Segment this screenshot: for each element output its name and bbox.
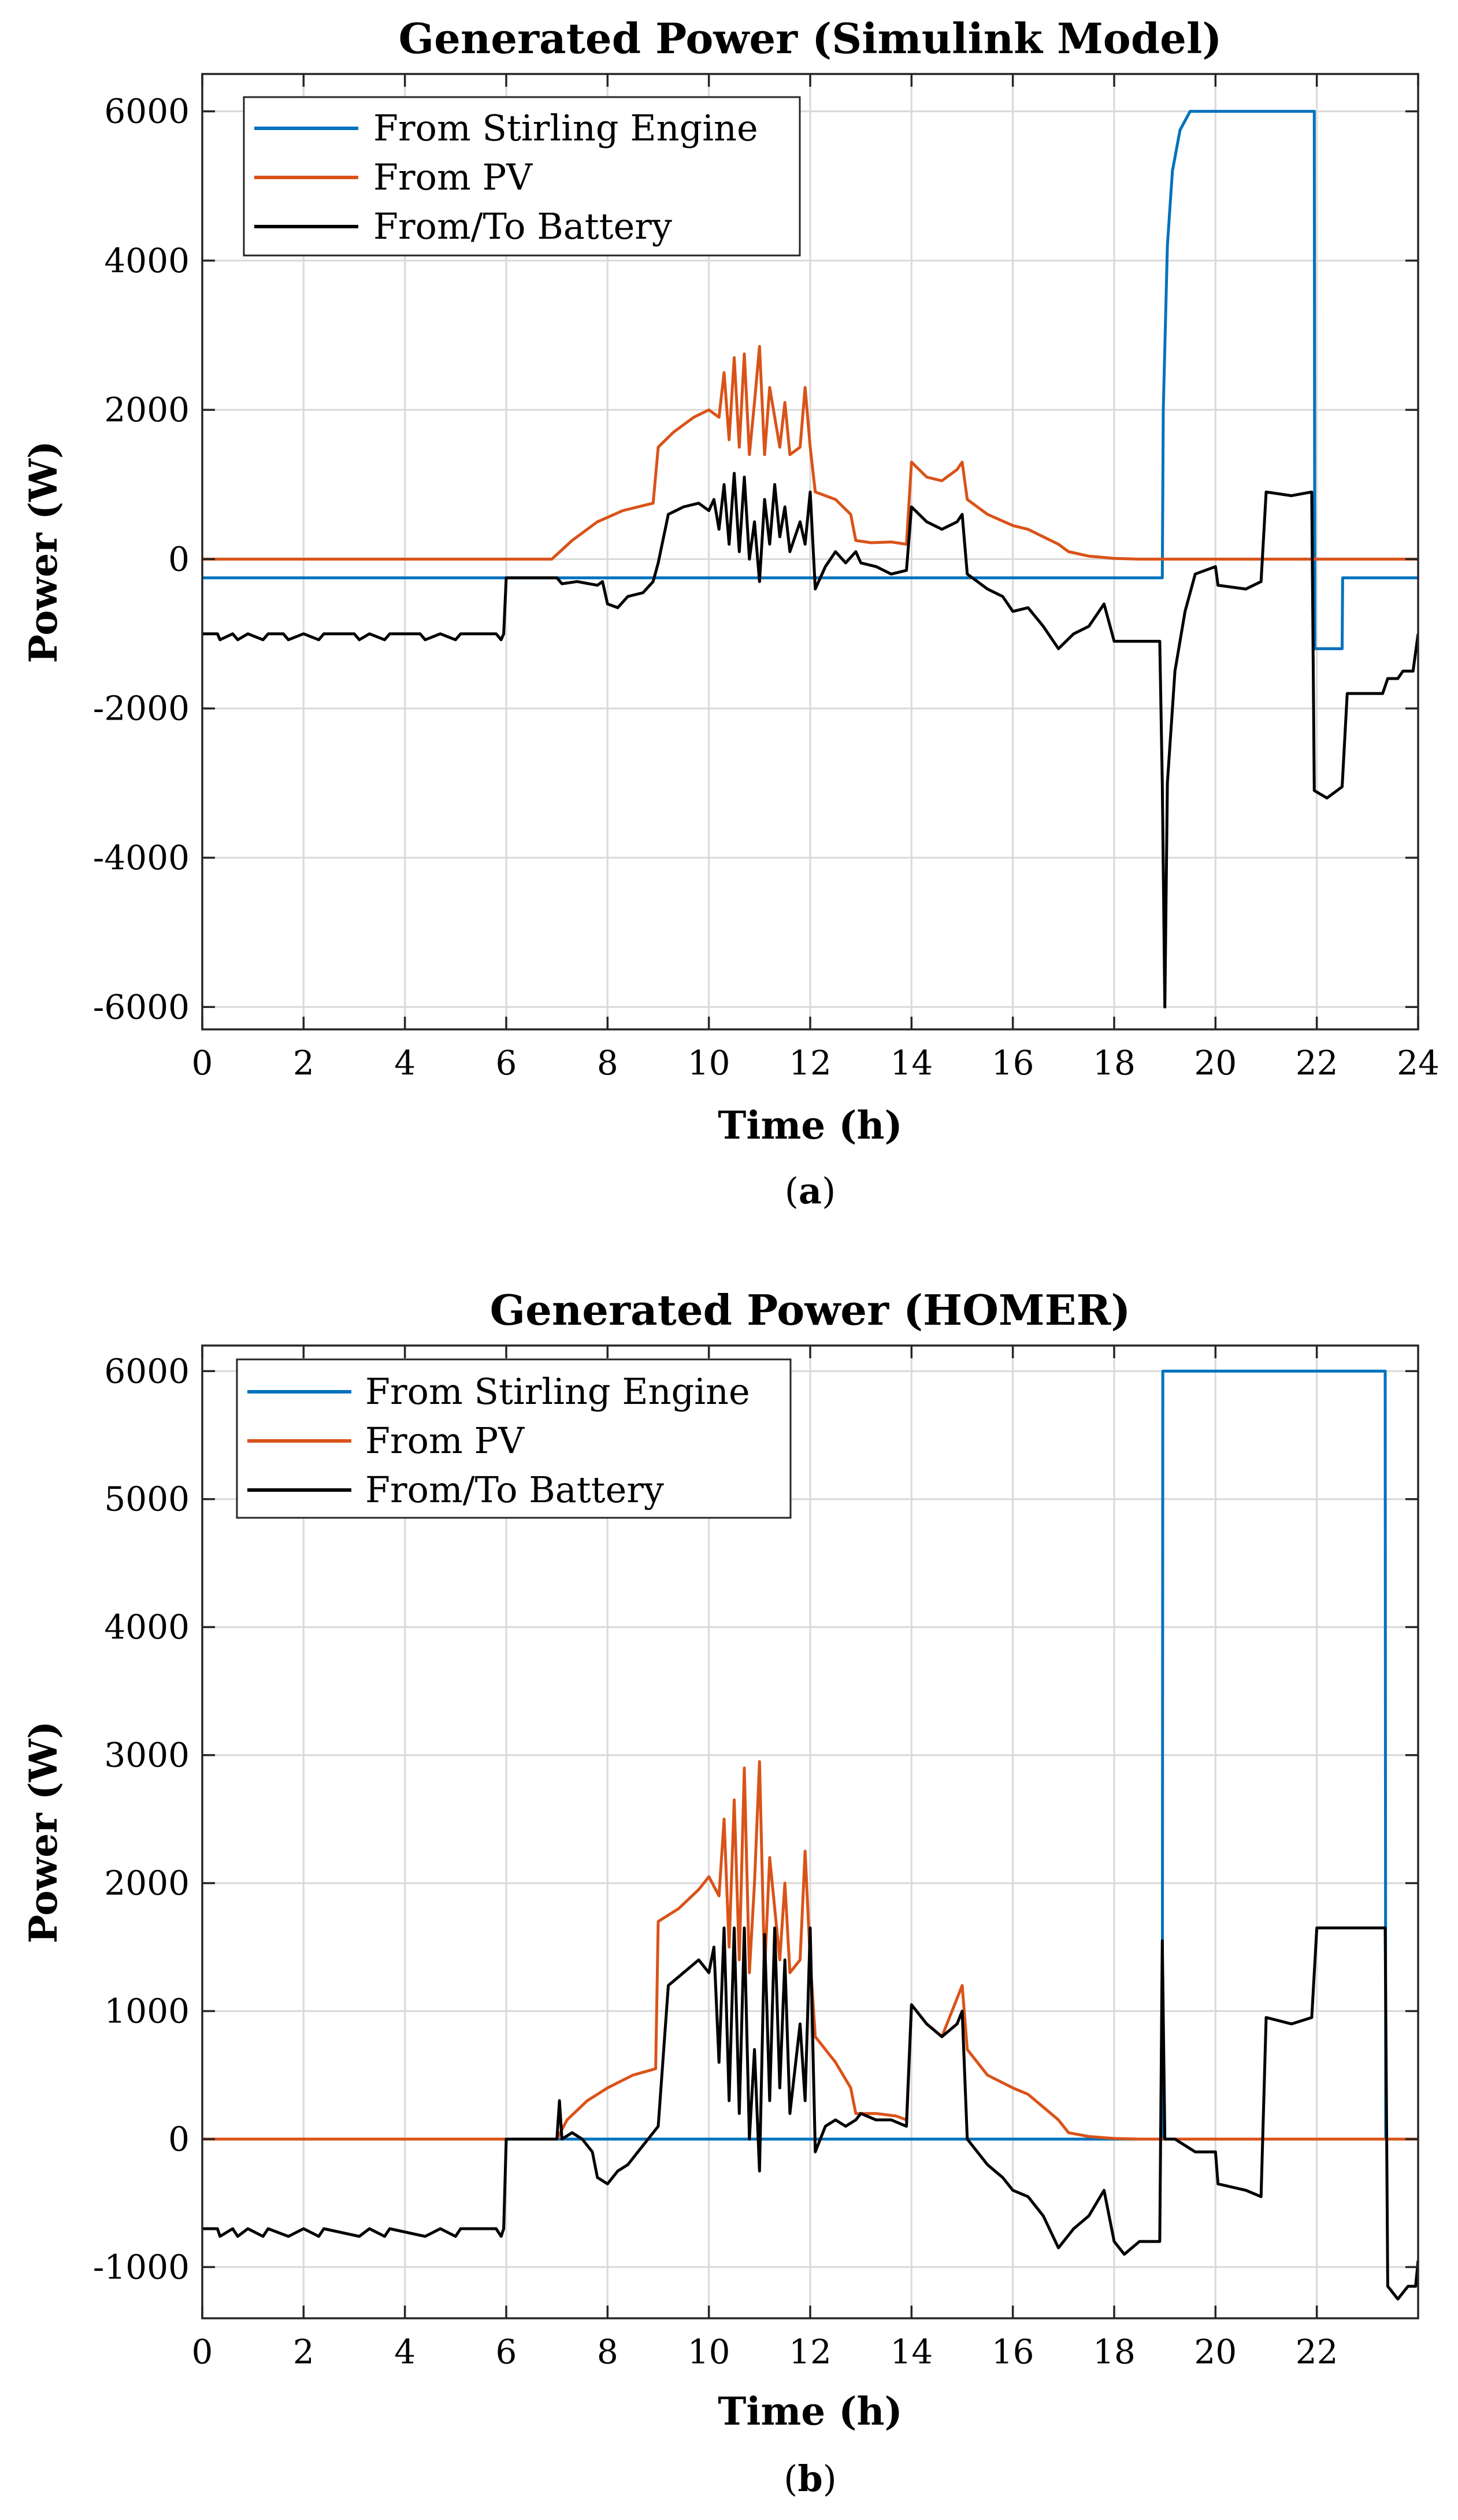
legend: From Stirling Engine From PV From/To Bat… (243, 96, 801, 257)
x-tick-label: 22 (1296, 1043, 1338, 1083)
x-tick-label: 8 (597, 2332, 618, 2371)
y-tick-label: 4000 (104, 1607, 190, 1647)
x-axis-label: Time (h) (718, 2389, 902, 2434)
tick-labels: 0 2 4 6 8 10 12 14 16 18 20 22 -1000 0 1000 2000 3000 400… (93, 1351, 1338, 2371)
chart-title: Generated Power (HOMER) (490, 1285, 1131, 1335)
y-tick-label: 0 (168, 2119, 190, 2159)
caption-open-paren: ( (785, 1170, 799, 1212)
series-line-pv (202, 344, 1418, 561)
x-tick-label: 8 (597, 1043, 618, 1083)
caption-letter: b (797, 2458, 822, 2500)
legend-label-pv: From PV (365, 1420, 525, 1462)
x-tick-label: 24 (1397, 1043, 1440, 1083)
x-tick-label: 14 (890, 2332, 933, 2371)
x-tick-label: 6 (496, 2332, 517, 2371)
x-tick-label: 12 (789, 1043, 832, 1083)
x-tick-label: 6 (496, 1043, 517, 1083)
series-line-pv (202, 1760, 1418, 2141)
ticks (201, 74, 1419, 1029)
legend-label-pv: From PV (373, 156, 533, 198)
series-line-battery (202, 1926, 1418, 2301)
y-tick-label: -6000 (93, 987, 190, 1026)
x-tick-label: 10 (688, 1043, 730, 1083)
y-tick-label: 1000 (104, 1992, 190, 2031)
x-tick-label: 16 (992, 1043, 1034, 1083)
tick-labels: 0 2 4 6 8 10 12 14 16 18 20 22 24-6000-4000-20000200… (93, 92, 1440, 1083)
x-tick-label: 4 (394, 1043, 415, 1083)
series-layer (202, 110, 1418, 1009)
legend-label-battery: From/To Battery (365, 1469, 664, 1511)
y-tick-label: -1000 (93, 2247, 190, 2286)
panel-caption-a: (a) (785, 1170, 836, 1212)
y-tick-label: 3000 (104, 1736, 190, 1775)
x-tick-label: 20 (1194, 1043, 1237, 1083)
y-axis-label: Power (W) (21, 440, 66, 663)
y-tick-label: 6000 (104, 1351, 190, 1391)
x-tick-label: 20 (1194, 2332, 1237, 2371)
legend-label-stirling: From Stirling Engine (365, 1370, 750, 1413)
legend: From Stirling Engine From PV From/To Bat… (236, 1358, 792, 1519)
chart-title: Generated Power (Simulink Model) (399, 14, 1222, 63)
caption-open-paren: ( (784, 2458, 797, 2500)
ticks (201, 1346, 1418, 2318)
x-tick-label: 18 (1093, 2332, 1136, 2371)
y-tick-label: 0 (168, 539, 190, 579)
series-layer (202, 1369, 1418, 2301)
x-tick-label: 16 (992, 2332, 1034, 2371)
y-tick-label: 2000 (104, 390, 190, 429)
caption-close-paren: ) (822, 1170, 836, 1212)
x-tick-label: 12 (789, 2332, 832, 2371)
legend-label-battery: From/To Battery (373, 205, 672, 247)
y-tick-label: 6000 (104, 92, 190, 131)
x-tick-label: 2 (293, 1043, 314, 1083)
y-tick-label: 4000 (104, 241, 190, 280)
x-tick-label: 2 (293, 2332, 314, 2371)
y-tick-label: -4000 (93, 838, 190, 877)
x-tick-label: 10 (688, 2332, 730, 2371)
panel-caption-b: (b) (784, 2458, 837, 2500)
x-tick-label: 22 (1296, 2332, 1338, 2371)
x-axis-label: Time (h) (718, 1103, 902, 1148)
y-axis-label: Power (W) (21, 1721, 66, 1943)
legend-label-stirling: From Stirling Engine (373, 107, 758, 149)
x-tick-label: 14 (890, 1043, 933, 1083)
caption-letter: a (799, 1170, 822, 1212)
x-tick-label: 0 (192, 1043, 213, 1083)
y-tick-label: -2000 (93, 689, 190, 728)
chart-panel-a: Generated Power (Simulink Model) 0 2 4 6 8 10… (21, 14, 1440, 1212)
x-tick-label: 0 (192, 2332, 213, 2371)
y-tick-label: 5000 (104, 1480, 190, 1519)
series-line-battery (202, 472, 1418, 1009)
x-tick-label: 4 (394, 2332, 415, 2371)
series-line-stirling (202, 110, 1418, 650)
x-tick-label: 18 (1093, 1043, 1136, 1083)
chart-panel-b: Generated Power (HOMER) 0 2 4 6 8 10 12 14 16 18 2… (21, 1285, 1419, 2500)
y-tick-label: 2000 (104, 1863, 190, 1903)
caption-close-paren: ) (823, 2458, 837, 2500)
